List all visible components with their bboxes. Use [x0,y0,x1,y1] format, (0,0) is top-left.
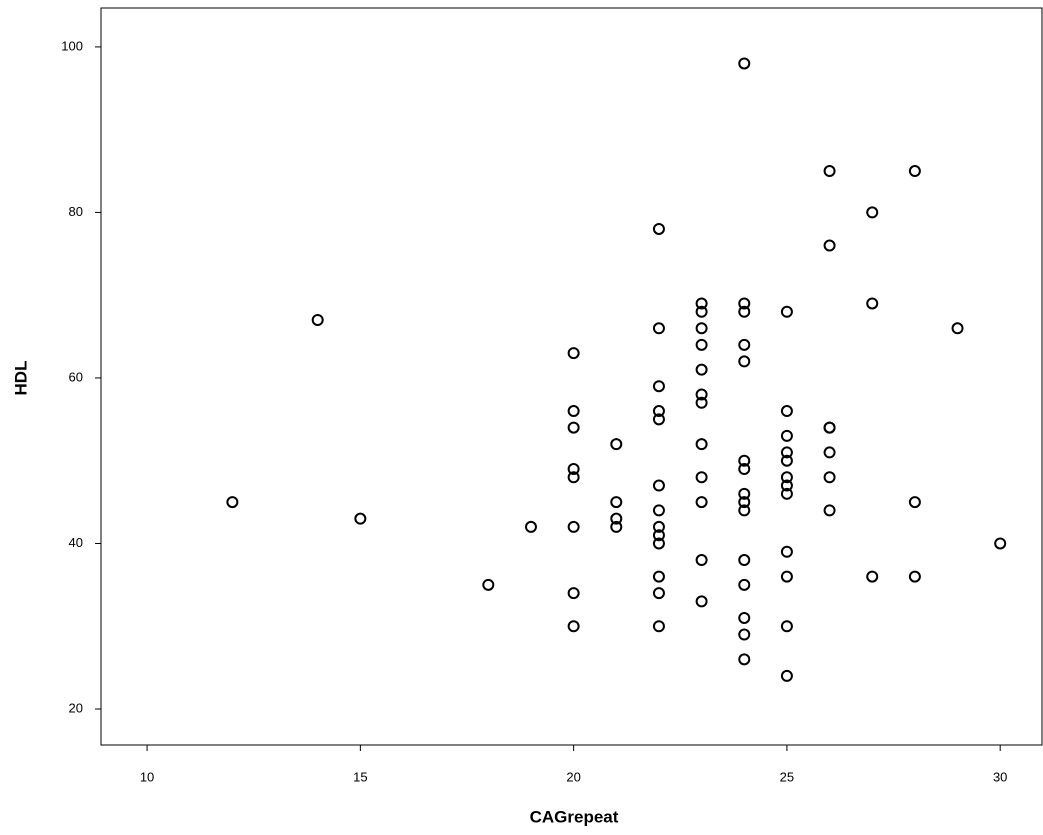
point [780,305,793,318]
point [354,512,367,525]
point [951,322,964,335]
point [610,496,623,509]
y-tick-label: 20 [69,700,83,715]
point [738,462,751,475]
point [652,537,665,550]
point [823,421,836,434]
point [738,487,751,500]
point [780,429,793,442]
point [695,471,708,484]
point [780,487,793,500]
point [695,496,708,509]
y-axis-title: HDL [11,361,30,396]
y-tick-label: 80 [69,204,83,219]
point [780,405,793,418]
point [738,57,751,70]
point [652,222,665,235]
point [908,496,921,509]
point [652,529,665,542]
point [610,438,623,451]
point [780,545,793,558]
point [695,338,708,351]
point [780,669,793,682]
point [738,496,751,509]
point [610,520,623,533]
point [652,520,665,533]
point [738,554,751,567]
point [567,471,580,484]
point [823,165,836,178]
y-tick-label: 60 [69,369,83,384]
point [695,305,708,318]
point [567,347,580,360]
x-axis-title: CAGrepeat [530,807,619,826]
x-tick-label: 15 [353,769,367,784]
point [695,438,708,451]
point [567,620,580,633]
point [738,628,751,641]
point [780,454,793,467]
point [567,462,580,475]
point [866,297,879,310]
point [311,314,324,327]
point [695,396,708,409]
point [738,355,751,368]
point [567,587,580,600]
point [738,454,751,467]
point [652,570,665,583]
point [780,570,793,583]
point [908,570,921,583]
point [652,380,665,393]
x-tick-label: 20 [566,769,580,784]
point [695,554,708,567]
point [226,496,239,509]
point [695,363,708,376]
point [652,479,665,492]
point [823,471,836,484]
plot-frame [100,7,1043,746]
x-tick-label: 30 [993,769,1007,784]
point [567,421,580,434]
point [567,520,580,533]
point [738,297,751,310]
point [738,504,751,517]
point [780,471,793,484]
point [524,520,537,533]
point [652,620,665,633]
point [482,578,495,591]
point [738,611,751,624]
point [652,322,665,335]
point [908,165,921,178]
point [652,413,665,426]
point [652,504,665,517]
point [866,570,879,583]
point [780,620,793,633]
point [695,388,708,401]
point [738,338,751,351]
point [823,446,836,459]
point [738,578,751,591]
point [780,479,793,492]
point [567,405,580,418]
x-tick-label: 25 [780,769,794,784]
x-tick-label: 10 [140,769,154,784]
point [652,405,665,418]
point [610,512,623,525]
point [823,239,836,252]
point [695,322,708,335]
y-tick-label: 100 [61,38,83,53]
point [994,537,1007,550]
point [652,587,665,600]
point [738,653,751,666]
point [738,305,751,318]
point [823,504,836,517]
point [780,446,793,459]
point [695,297,708,310]
y-tick-label: 40 [69,535,83,550]
point [866,206,879,219]
point [695,595,708,608]
